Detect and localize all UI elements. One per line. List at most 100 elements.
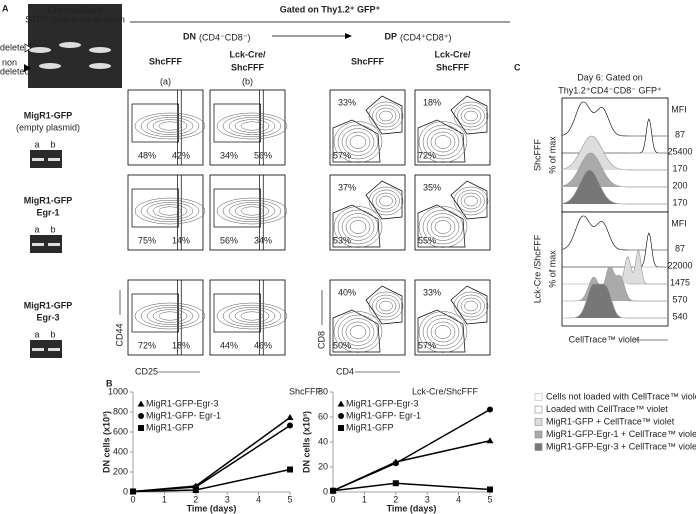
lane-label: b bbox=[50, 224, 55, 234]
contour bbox=[240, 311, 264, 321]
contour bbox=[222, 114, 282, 138]
x-tick-label: 1 bbox=[362, 494, 367, 504]
contour bbox=[222, 304, 282, 328]
contour bbox=[430, 321, 456, 343]
lane-label: b bbox=[50, 139, 55, 149]
contour bbox=[146, 202, 194, 220]
gate bbox=[213, 188, 261, 228]
contour bbox=[422, 124, 464, 160]
contour bbox=[345, 321, 371, 343]
row-label: MigR1-GFP bbox=[24, 300, 73, 310]
legend-label: MigR1-GFP-Egr-3 bbox=[346, 398, 419, 408]
x-axis-label: CellTrace™ violet bbox=[569, 334, 640, 344]
panel-label: A bbox=[2, 3, 9, 13]
gate-percent: 42% bbox=[172, 150, 190, 160]
marker bbox=[392, 480, 399, 487]
gate-percent: 57% bbox=[418, 340, 436, 350]
y-axis-label: DN cells (x10³) bbox=[101, 411, 111, 473]
panel-title: Day 6: Gated on bbox=[577, 72, 643, 82]
group-label: ShcFFF bbox=[532, 139, 542, 172]
marker bbox=[392, 460, 399, 467]
y-tick-label: 40 bbox=[318, 436, 328, 446]
contour bbox=[426, 213, 460, 241]
contour bbox=[234, 309, 270, 323]
mfi-value: 1475 bbox=[670, 277, 690, 287]
contour bbox=[234, 204, 270, 218]
contour bbox=[457, 104, 485, 128]
series-line bbox=[332, 482, 491, 492]
marker bbox=[286, 414, 294, 420]
gate-percent: 33% bbox=[338, 97, 356, 107]
gate-percent: 14% bbox=[172, 235, 190, 245]
contour bbox=[337, 124, 379, 160]
contour bbox=[460, 192, 482, 210]
y-tick-label: 60 bbox=[318, 411, 328, 421]
histogram bbox=[562, 232, 668, 268]
legend-swatch bbox=[534, 443, 543, 451]
column-tag: (a) bbox=[160, 76, 171, 86]
marker bbox=[337, 400, 345, 407]
gate-percent: 57% bbox=[333, 150, 351, 160]
row-label: Egr-3 bbox=[36, 312, 59, 322]
y-tick-label: 800 bbox=[113, 406, 128, 416]
gate bbox=[131, 188, 179, 228]
axis-label: CD8 bbox=[316, 331, 326, 349]
legend-label: MigR1-GFP-Egr-3 + CellTrace™ violet bbox=[546, 441, 696, 451]
gate bbox=[332, 309, 381, 353]
axis-label: CD44 bbox=[114, 323, 124, 346]
y-tick-label: 80 bbox=[318, 386, 328, 396]
gate bbox=[131, 293, 179, 333]
column-header: ShcFFF bbox=[231, 62, 265, 72]
gate-percent: 34% bbox=[220, 150, 238, 160]
legend-label: MigR1-GFP- Egr-1 bbox=[146, 410, 221, 420]
gel-band bbox=[39, 63, 61, 69]
mfi-value: 22000 bbox=[667, 260, 692, 270]
contour bbox=[434, 220, 452, 234]
contour bbox=[453, 186, 489, 216]
legend-label: MigR1-GFP- Egr-1 bbox=[346, 410, 421, 420]
gate-percent: 44% bbox=[220, 340, 238, 350]
mfi-title: MFI bbox=[671, 104, 687, 114]
contour bbox=[158, 311, 182, 321]
gate-percent: 75% bbox=[138, 235, 156, 245]
contour bbox=[457, 189, 485, 213]
x-axis-label: Time (days) bbox=[187, 503, 237, 513]
contour bbox=[460, 107, 482, 125]
y-tick-label: 20 bbox=[318, 461, 328, 471]
y-tick-label: 600 bbox=[113, 426, 128, 436]
flow-plot bbox=[127, 89, 204, 166]
mfi-value: 87 bbox=[675, 243, 685, 253]
marker bbox=[338, 413, 344, 419]
dp-subtitle: (CD4⁺CD8⁺) bbox=[400, 32, 452, 42]
row-label: MigR1-GFP bbox=[24, 195, 73, 205]
lane-label: a bbox=[34, 329, 39, 339]
column-header: ShcFFF bbox=[149, 56, 183, 66]
contour bbox=[375, 107, 397, 125]
gel-title: STOP sequence deletion bbox=[25, 14, 125, 24]
gate bbox=[365, 95, 403, 135]
contour bbox=[140, 199, 200, 223]
column-header: ShcFFF bbox=[436, 62, 470, 72]
contour bbox=[426, 128, 460, 156]
gate bbox=[365, 285, 403, 325]
gate-percent: 48% bbox=[138, 150, 156, 160]
contour bbox=[375, 192, 397, 210]
series-line bbox=[132, 468, 291, 493]
gel-band bbox=[89, 47, 111, 53]
marker bbox=[487, 486, 493, 493]
y-tick-label: 200 bbox=[113, 466, 128, 476]
arrow-open bbox=[24, 43, 32, 53]
contour bbox=[152, 204, 188, 218]
contour bbox=[368, 101, 404, 131]
contour bbox=[453, 101, 489, 131]
gel-band bbox=[32, 158, 44, 161]
panel-label: B bbox=[106, 378, 113, 388]
legend-label: MigR1-GFP-Egr-3 bbox=[146, 398, 219, 408]
contour bbox=[460, 297, 482, 315]
gate bbox=[332, 204, 381, 248]
marker bbox=[192, 487, 199, 493]
y-tick-label: 0 bbox=[323, 486, 328, 496]
contour bbox=[216, 112, 288, 140]
gate bbox=[417, 309, 466, 353]
dn-subtitle: (CD4⁻CD8⁻) bbox=[199, 32, 251, 42]
